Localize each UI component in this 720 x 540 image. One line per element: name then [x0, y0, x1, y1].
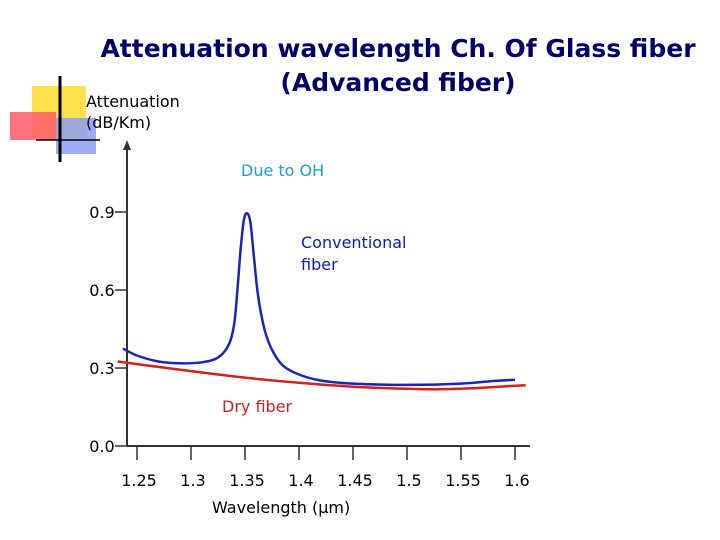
x-tick-label: 1.6 [504, 471, 529, 490]
x-tick-label: 1.35 [229, 471, 265, 490]
x-tick-label: 1.25 [121, 471, 157, 490]
x-axis-label: Wavelength (µm) [212, 498, 351, 517]
annotation-dry-fiber: Dry fiber [222, 397, 293, 416]
chart-axes: 0.0 0.3 0.6 0.9 1.25 1.3 1.35 1.4 1.45 1.5 1.55 1.6 [89, 140, 530, 490]
y-axis-label-line1: Attenuation [86, 92, 180, 111]
y-tick-label: 0.6 [89, 281, 114, 300]
y-axis-label-line2: (dB/Km) [86, 113, 152, 132]
y-tick-label: 0.0 [89, 437, 114, 456]
series-dry-fiber-line [117, 360, 526, 391]
series-conventional-fiber-line [122, 211, 516, 387]
y-axis-arrow [123, 140, 131, 150]
annotation-due-to-oh: Due to OH [241, 161, 325, 180]
x-tick-label: 1.3 [180, 471, 205, 490]
deco-blue-square [56, 118, 96, 154]
annotation-conventional-fiber-line2: fiber [301, 255, 338, 274]
y-tick-label: 0.3 [89, 359, 114, 378]
x-tick-label: 1.5 [396, 471, 421, 490]
x-tick-label: 1.55 [445, 471, 481, 490]
series-layer [117, 211, 526, 391]
slide-title-line2: (Advanced fiber) [280, 68, 516, 97]
deco-red-square [10, 112, 56, 140]
y-tick-label: 0.9 [89, 203, 114, 222]
slide-title-line1: Attenuation wavelength Ch. Of Glass fibe… [100, 34, 696, 63]
annotation-conventional-fiber-line1: Conventional [301, 233, 407, 252]
x-tick-label: 1.4 [288, 471, 313, 490]
x-tick-label: 1.45 [337, 471, 373, 490]
